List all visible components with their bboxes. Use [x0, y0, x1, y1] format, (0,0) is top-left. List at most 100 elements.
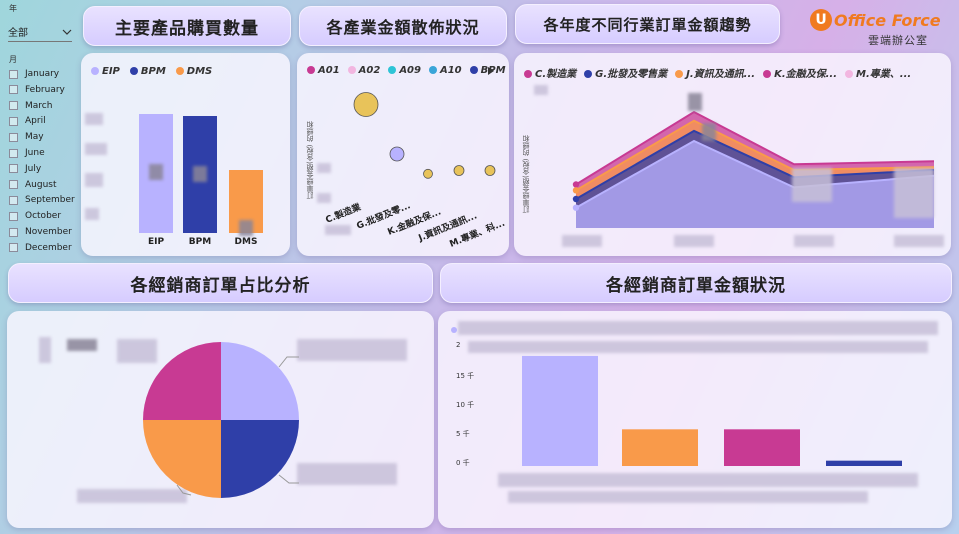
- month-label: June: [25, 148, 45, 158]
- pie-leader-line: [278, 474, 299, 484]
- y-tick-label: 0 千: [456, 459, 470, 467]
- dealer-share-panel: [7, 311, 434, 528]
- month-checkbox[interactable]: [9, 164, 18, 174]
- trend-legend-item[interactable]: K.金融及保...: [763, 65, 837, 80]
- trend-start-point[interactable]: [572, 187, 580, 194]
- scatter-point[interactable]: [389, 146, 405, 162]
- chevron-down-icon: [62, 29, 72, 35]
- trend-legend-item[interactable]: G.批發及零售業: [584, 65, 667, 80]
- month-label: January: [25, 69, 60, 79]
- legend-label: A01: [318, 65, 340, 76]
- dealer-amount-bar-chart: [451, 327, 902, 466]
- trend-legend-item[interactable]: M.專業、...: [845, 65, 911, 80]
- trend-legend: C.製造業 G.批發及零售業 J.資訊及通訊... K.金融及保... M.專業、...: [524, 65, 911, 80]
- legend-dot-icon: [347, 66, 356, 74]
- scatter-point[interactable]: [484, 165, 496, 176]
- pie-slice[interactable]: [143, 342, 221, 420]
- scatter-legend-item[interactable]: A09: [388, 65, 421, 76]
- bar-category-label: EIP: [147, 237, 165, 247]
- month-label: February: [25, 84, 65, 95]
- scatter-legend-item[interactable]: A01: [307, 65, 340, 76]
- products-legend-item[interactable]: BPM: [129, 66, 166, 77]
- pie-slice[interactable]: [143, 420, 221, 498]
- title-scatter: 各產業金額散佈狀況: [299, 6, 507, 46]
- legend-dot-icon: [524, 70, 532, 78]
- legend-dot-icon: [428, 66, 437, 74]
- month-option-september[interactable]: September: [9, 195, 75, 205]
- month-checkbox[interactable]: [9, 101, 18, 111]
- dealer-amount-bar[interactable]: [724, 429, 800, 466]
- trend-start-point[interactable]: [572, 204, 580, 211]
- dealer-pie-chart: [143, 342, 299, 498]
- month-checkbox[interactable]: [9, 211, 18, 221]
- month-option-february[interactable]: February: [9, 85, 65, 95]
- trend-area-series[interactable]: [576, 141, 934, 228]
- products-legend-item[interactable]: DMS: [175, 66, 212, 77]
- year-dropdown[interactable]: 全部: [8, 22, 72, 42]
- dealer-amount-bar[interactable]: [522, 355, 598, 466]
- trend-line-series: [575, 139, 935, 209]
- month-label: August: [25, 179, 57, 190]
- month-checkbox[interactable]: [9, 227, 18, 237]
- month-option-july[interactable]: July: [9, 164, 41, 174]
- legend-dot-icon: [129, 67, 138, 75]
- legend-label: M.專業、...: [856, 69, 912, 80]
- month-label: April: [25, 116, 46, 127]
- month-slicer-label: 月: [9, 55, 17, 64]
- month-label: November: [25, 227, 72, 237]
- legend-label: EIP: [102, 66, 120, 77]
- products-legend-item[interactable]: EIP: [91, 66, 120, 77]
- month-option-april[interactable]: April: [9, 116, 46, 126]
- y-tick-label: 10 千: [456, 401, 475, 409]
- legend-dot-icon: [451, 327, 457, 333]
- legend-dot-icon: [91, 67, 99, 75]
- legend-dot-icon: [584, 70, 593, 78]
- scatter-point[interactable]: [453, 165, 465, 176]
- title-dealer-share: 各經銷商訂單占比分析: [8, 263, 433, 303]
- month-checkbox[interactable]: [9, 69, 18, 79]
- month-checkbox[interactable]: [9, 148, 18, 158]
- scatter-point[interactable]: [423, 168, 433, 179]
- month-checkbox[interactable]: [9, 195, 18, 205]
- legend-dot-icon: [388, 66, 397, 74]
- month-option-may[interactable]: May: [9, 132, 44, 142]
- month-label: December: [25, 242, 72, 253]
- month-checkbox[interactable]: [9, 243, 18, 253]
- month-option-december[interactable]: December: [9, 243, 72, 253]
- trend-start-point[interactable]: [572, 195, 580, 203]
- y-tick-label: 5 千: [456, 430, 470, 438]
- scatter-plot: C.製造業G.批發及零...K.金融及保...J.資訊及通訊...M.專業、科.…: [324, 92, 506, 250]
- scatter-legend-item[interactable]: A02: [347, 65, 380, 76]
- month-checkbox[interactable]: [9, 85, 18, 95]
- legend-next-arrow-icon[interactable]: [487, 67, 495, 75]
- month-option-january[interactable]: January: [9, 69, 59, 79]
- month-checkbox[interactable]: [9, 132, 18, 142]
- dealer-amount-bar[interactable]: [826, 460, 902, 466]
- pie-slice[interactable]: [221, 420, 299, 498]
- month-option-march[interactable]: March: [9, 101, 52, 111]
- products-legend: EIP BPM DMS: [91, 66, 212, 77]
- month-label: May: [25, 132, 44, 143]
- scatter-legend-item[interactable]: A10: [428, 65, 462, 76]
- legend-label: A10: [439, 65, 462, 76]
- month-option-june[interactable]: June: [9, 148, 45, 158]
- month-checkbox[interactable]: [9, 180, 18, 190]
- trend-start-point[interactable]: [572, 181, 580, 188]
- pie-slice[interactable]: [221, 342, 299, 420]
- scatter-point[interactable]: [353, 92, 379, 117]
- logo: U Office Force 雲端辦公室: [808, 8, 953, 48]
- legend-dot-icon: [175, 67, 184, 75]
- month-option-august[interactable]: August: [9, 180, 57, 190]
- month-option-november[interactable]: November: [9, 227, 72, 237]
- y-tick-label: 2: [456, 341, 461, 349]
- month-checkbox[interactable]: [9, 116, 18, 126]
- trend-area-chart: [572, 110, 935, 228]
- trend-legend-item[interactable]: C.製造業: [524, 65, 576, 80]
- month-label: July: [25, 163, 42, 174]
- month-option-october[interactable]: October: [9, 211, 61, 221]
- bar-category-label: BPM: [188, 237, 212, 247]
- legend-dot-icon: [675, 70, 684, 78]
- trend-legend-item[interactable]: J.資訊及通訊...: [675, 65, 755, 80]
- dealer-amount-bar[interactable]: [622, 429, 698, 466]
- legend-dot-icon: [469, 66, 478, 74]
